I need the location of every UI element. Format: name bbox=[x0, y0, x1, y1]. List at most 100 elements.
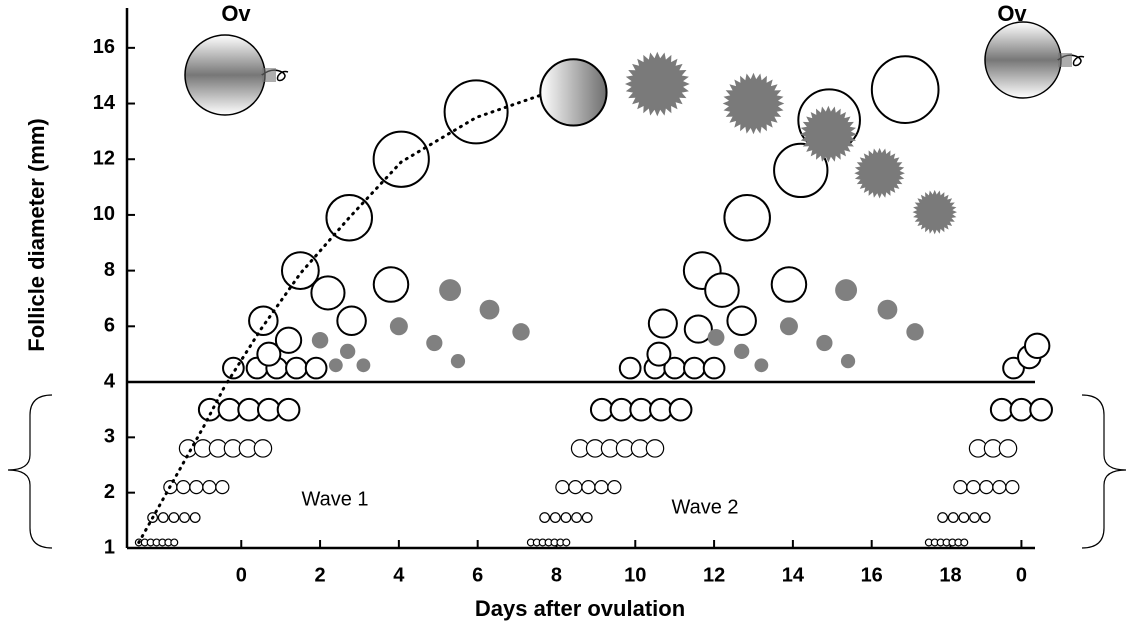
regressing-follicle bbox=[439, 279, 462, 302]
y-tick-label: 10 bbox=[93, 203, 115, 225]
follicle bbox=[979, 512, 991, 523]
follicle bbox=[237, 397, 261, 422]
follicle bbox=[594, 480, 609, 495]
follicle bbox=[645, 439, 665, 458]
follicle bbox=[618, 356, 642, 380]
annotation: Wave 1 bbox=[301, 488, 368, 510]
follicle bbox=[372, 130, 430, 188]
follicle bbox=[581, 480, 596, 495]
follicle bbox=[646, 341, 672, 367]
follicle bbox=[310, 275, 346, 311]
trend-line bbox=[226, 93, 543, 384]
follicle bbox=[704, 272, 740, 308]
follicle bbox=[217, 397, 242, 422]
follicle bbox=[723, 193, 771, 242]
regressing-follicle bbox=[328, 358, 343, 373]
follicle bbox=[189, 512, 201, 523]
regressing-follicle bbox=[816, 334, 833, 352]
annotation: Ov bbox=[997, 1, 1027, 26]
regressing-follicle bbox=[311, 331, 329, 349]
follicle bbox=[702, 356, 726, 380]
regressing-follicle bbox=[356, 358, 371, 373]
ovulation-icon bbox=[984, 21, 1085, 99]
brace bbox=[7, 394, 53, 549]
atretic-follicle bbox=[854, 147, 905, 199]
follicle bbox=[285, 356, 308, 380]
follicle bbox=[770, 266, 808, 303]
follicle bbox=[953, 480, 968, 495]
regressing-follicle bbox=[479, 299, 500, 320]
regressing-follicle bbox=[734, 343, 750, 360]
follicle bbox=[571, 512, 582, 523]
follicle bbox=[629, 397, 654, 422]
follicle bbox=[304, 356, 328, 380]
follicle bbox=[539, 512, 551, 523]
x-tick-label: 2 bbox=[315, 564, 326, 586]
follicle bbox=[726, 305, 757, 336]
x-tick-label: 10 bbox=[624, 564, 646, 586]
follicle bbox=[215, 480, 230, 495]
y-axis-title: Follicle diameter (mm) bbox=[24, 118, 49, 352]
y-tick-label: 16 bbox=[93, 36, 115, 58]
follicle bbox=[1023, 332, 1051, 359]
x-tick-label: 6 bbox=[472, 564, 483, 586]
follicle bbox=[179, 512, 190, 523]
follicle bbox=[157, 512, 169, 523]
follicle bbox=[549, 512, 561, 523]
follicle bbox=[256, 341, 282, 367]
follicle bbox=[568, 480, 583, 495]
y-tick-label: 14 bbox=[93, 92, 116, 114]
atretic-follicle bbox=[625, 51, 690, 117]
follicle bbox=[937, 512, 949, 523]
atretic-follicle bbox=[722, 72, 785, 135]
regressing-follicle bbox=[779, 317, 798, 336]
follicle bbox=[668, 397, 693, 422]
regressing-follicle bbox=[906, 323, 924, 341]
atretic-follicle bbox=[800, 105, 857, 163]
atretic-follicle bbox=[912, 189, 957, 235]
x-tick-label: 18 bbox=[939, 564, 961, 586]
x-tick-label: 0 bbox=[236, 564, 247, 586]
follicle bbox=[1009, 397, 1034, 422]
follicle bbox=[960, 538, 969, 547]
follicle bbox=[649, 397, 673, 422]
follicle bbox=[256, 397, 281, 422]
follicle bbox=[969, 512, 980, 523]
follicle bbox=[947, 512, 959, 523]
x-axis-title: Days after ovulation bbox=[475, 596, 685, 621]
y-tick-label: 4 bbox=[104, 370, 116, 392]
follicle bbox=[609, 397, 634, 422]
follicle bbox=[443, 79, 509, 145]
annotation: Wave 2 bbox=[671, 496, 738, 518]
follicle bbox=[607, 480, 622, 495]
annotation: Ov bbox=[221, 1, 251, 26]
follicle bbox=[176, 480, 191, 495]
y-tick-label: 6 bbox=[104, 315, 115, 337]
follicle bbox=[560, 512, 572, 523]
regressing-follicle bbox=[512, 323, 530, 341]
regressing-follicle bbox=[426, 334, 443, 352]
follicle bbox=[989, 397, 1014, 422]
follicle bbox=[170, 538, 179, 547]
follicle bbox=[276, 397, 301, 422]
y-tick-label: 8 bbox=[104, 259, 115, 281]
regressing-follicle bbox=[389, 317, 408, 336]
follicle bbox=[1029, 397, 1053, 422]
follicle bbox=[870, 55, 940, 124]
regressing-follicle bbox=[877, 299, 898, 320]
follicle bbox=[274, 326, 303, 354]
x-tick-label: 8 bbox=[551, 564, 562, 586]
regressing-follicle bbox=[840, 353, 856, 369]
ovulatory-follicle bbox=[539, 58, 608, 127]
follicle bbox=[683, 314, 713, 344]
regressing-follicle bbox=[450, 353, 466, 369]
follicle bbox=[248, 305, 279, 336]
brace bbox=[1081, 394, 1127, 549]
follicle bbox=[773, 142, 829, 199]
follicle bbox=[555, 480, 570, 495]
follicle bbox=[168, 512, 180, 523]
follicle bbox=[647, 308, 678, 339]
x-tick-label: 12 bbox=[703, 564, 725, 586]
follicle bbox=[979, 480, 994, 495]
